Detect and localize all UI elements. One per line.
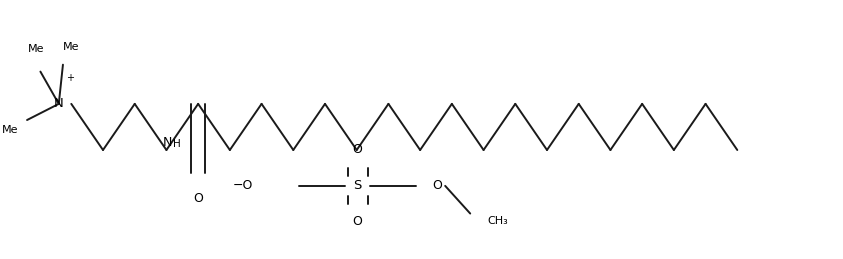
Text: O: O <box>352 215 362 228</box>
Text: S: S <box>353 179 362 192</box>
Text: N: N <box>162 136 172 149</box>
Text: −O: −O <box>233 179 253 192</box>
Text: H: H <box>173 139 181 149</box>
Text: CH₃: CH₃ <box>487 216 507 226</box>
Text: +: + <box>66 73 73 83</box>
Text: O: O <box>352 143 362 156</box>
Text: Me: Me <box>28 44 45 54</box>
Text: Me: Me <box>63 42 79 52</box>
Text: O: O <box>193 192 203 205</box>
Text: N: N <box>54 97 63 110</box>
Text: O: O <box>432 179 443 192</box>
Text: Me: Me <box>3 125 19 135</box>
